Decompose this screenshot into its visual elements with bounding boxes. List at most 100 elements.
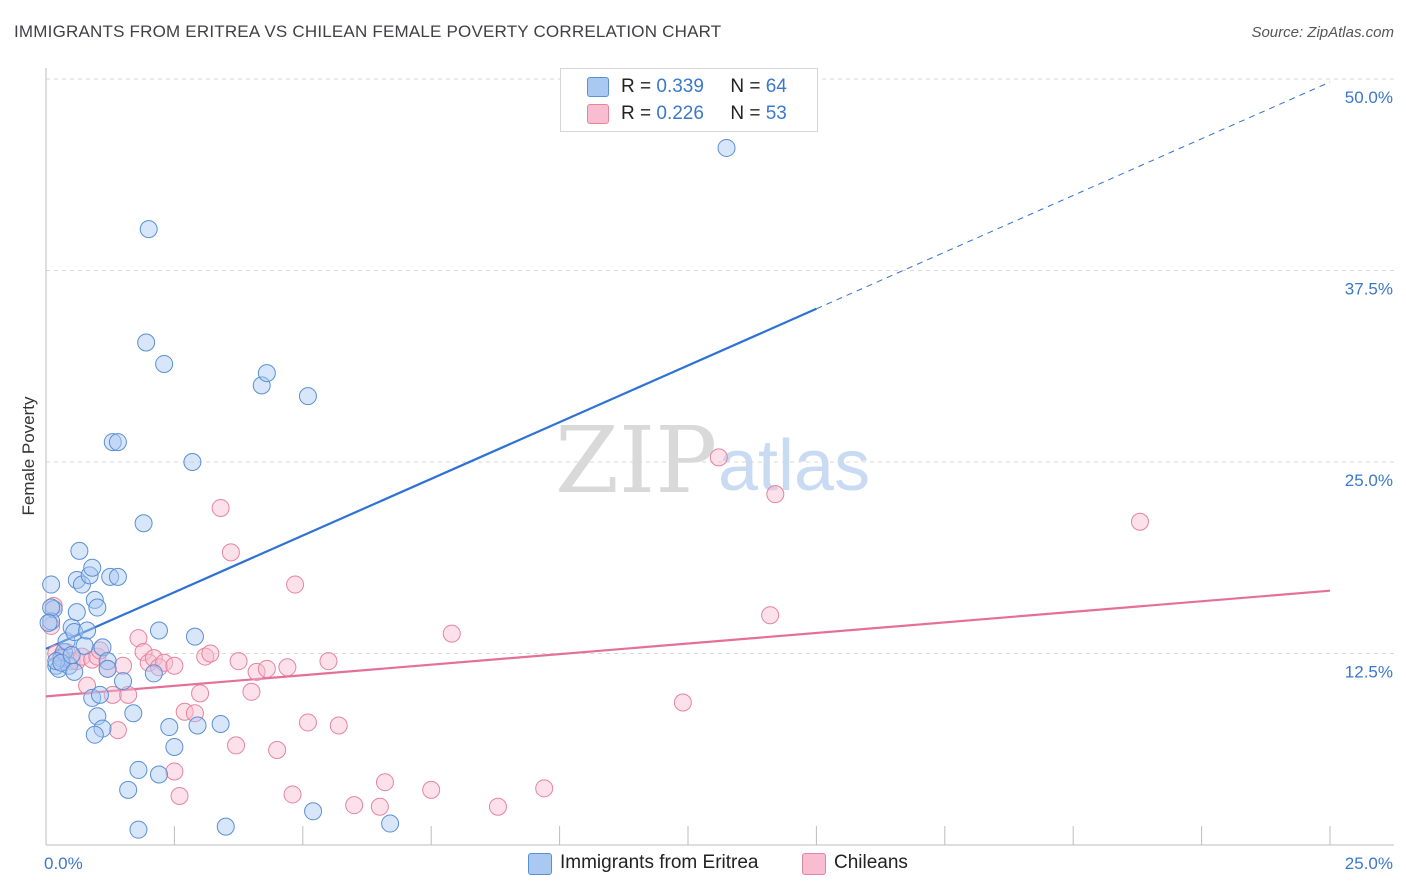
watermark-atlas: atlas xyxy=(718,426,870,506)
eritrea-point xyxy=(108,433,127,452)
eritrea-point xyxy=(185,627,204,646)
eritrea-point xyxy=(103,433,122,452)
eritrea-point xyxy=(83,558,102,577)
source-note: Source: ZipAtlas.com xyxy=(1251,24,1394,41)
eritrea-point xyxy=(124,704,143,723)
legend-swatch-chileans xyxy=(802,853,826,875)
eritrea-points xyxy=(39,138,736,839)
eritrea-point xyxy=(165,737,184,756)
eritrea-point xyxy=(75,636,94,655)
chileans-point xyxy=(1130,512,1149,531)
chileans-point xyxy=(83,650,102,669)
eritrea-point xyxy=(160,718,179,737)
chileans-point xyxy=(144,649,163,668)
chileans-point xyxy=(766,485,785,504)
chileans-point xyxy=(761,606,780,625)
eritrea-point xyxy=(381,814,400,833)
eritrea-point xyxy=(155,354,174,373)
watermark: ZIP atlas xyxy=(555,407,870,514)
chileans-point xyxy=(211,498,230,517)
legend-r-value: 0.339 xyxy=(656,76,704,97)
eritrea-point xyxy=(42,598,61,617)
axes xyxy=(45,68,1394,846)
chileans-point xyxy=(229,652,248,671)
watermark-zip: ZIP xyxy=(555,407,717,514)
legend-r-label: R = xyxy=(621,76,652,97)
eritrea-point xyxy=(134,514,153,533)
gridlines xyxy=(46,78,1394,654)
eritrea-point xyxy=(114,672,133,691)
eritrea-point xyxy=(211,714,230,733)
x-tick-label: 25.0% xyxy=(1345,854,1393,873)
y-tick-label: 12.5% xyxy=(1345,663,1393,682)
trend-lines xyxy=(45,81,1331,698)
chileans-point xyxy=(286,575,305,594)
eritrea-point xyxy=(144,664,163,683)
eritrea-point xyxy=(70,541,89,560)
chileans-point xyxy=(257,659,276,678)
y-tick-label: 25.0% xyxy=(1345,471,1393,490)
y-tick-label: 37.5% xyxy=(1345,280,1393,299)
eritrea-point xyxy=(257,364,276,383)
eritrea-point xyxy=(57,632,76,651)
legend-swatch-eritrea xyxy=(587,77,609,97)
eritrea-point xyxy=(101,567,120,586)
chileans-point xyxy=(673,693,692,712)
legend-n-value: 64 xyxy=(765,76,787,97)
chileans-point xyxy=(375,773,394,792)
chileans-point xyxy=(129,629,148,648)
y-axis-title: Female Poverty xyxy=(19,396,38,516)
legend-r-label: R = xyxy=(621,103,652,124)
chileans-point xyxy=(170,786,189,805)
eritrea-point xyxy=(188,716,207,735)
eritrea-point xyxy=(65,662,84,681)
y-tick-labels: 12.5% 25.0% 37.5% 50.0% xyxy=(1345,88,1393,682)
legend-n-value: 53 xyxy=(765,103,787,124)
eritrea-point xyxy=(42,575,61,594)
eritrea-point xyxy=(108,567,127,586)
chileans-point xyxy=(165,656,184,675)
chileans-point xyxy=(196,647,215,666)
chileans-point xyxy=(283,785,302,804)
eritrea-point xyxy=(90,685,109,704)
series-legend: Immigrants from Eritrea Chileans xyxy=(0,851,1406,877)
chileans-point xyxy=(103,685,122,704)
eritrea-point xyxy=(93,638,112,657)
eritrea-point xyxy=(216,817,235,836)
eritrea-trend-line xyxy=(45,307,817,650)
chileans-point xyxy=(114,656,133,675)
chileans-point xyxy=(298,713,317,732)
eritrea-point xyxy=(149,621,168,640)
eritrea-trend-extension xyxy=(816,81,1331,310)
correlation-legend: R = 0.339 N = 64 R = 0.226 N = 53 xyxy=(560,68,818,132)
eritrea-point xyxy=(129,760,148,779)
eritrea-point xyxy=(98,659,117,678)
chileans-point xyxy=(709,448,728,467)
chileans-point xyxy=(201,644,220,663)
legend-label-eritrea: Immigrants from Eritrea xyxy=(560,852,759,873)
chileans-point xyxy=(191,684,210,703)
eritrea-point xyxy=(39,613,58,632)
eritrea-point xyxy=(62,646,81,665)
chileans-point xyxy=(247,662,266,681)
eritrea-point xyxy=(67,603,86,622)
chileans-point xyxy=(242,682,261,701)
chileans-point xyxy=(278,658,297,677)
eritrea-point xyxy=(304,802,323,821)
chileans-point xyxy=(422,780,441,799)
chart-title: IMMIGRANTS FROM ERITREA VS CHILEAN FEMAL… xyxy=(14,22,722,41)
eritrea-point xyxy=(139,220,158,239)
x-tick-label: 0.0% xyxy=(44,854,83,873)
eritrea-point xyxy=(119,780,138,799)
chileans-point xyxy=(108,721,127,740)
chileans-point xyxy=(119,685,138,704)
chileans-point xyxy=(268,741,287,760)
chileans-point xyxy=(345,796,364,815)
eritrea-point xyxy=(129,820,148,839)
legend-label-chileans: Chileans xyxy=(834,852,908,873)
eritrea-point xyxy=(52,653,71,672)
chileans-trend-line xyxy=(45,589,1331,698)
chileans-point xyxy=(221,543,240,562)
eritrea-point xyxy=(149,765,168,784)
chileans-point xyxy=(488,797,507,816)
